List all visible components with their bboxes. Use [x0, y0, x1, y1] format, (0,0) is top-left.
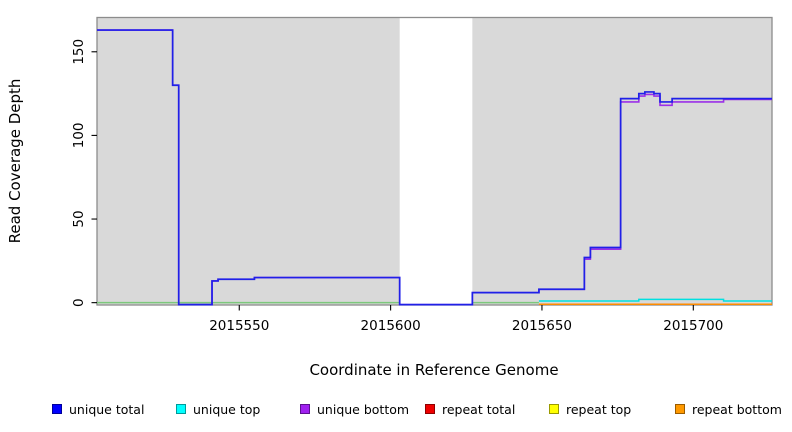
masked-region — [399, 17, 473, 305]
legend-label: unique bottom — [317, 401, 410, 417]
legend-item-unique-top: unique top — [176, 399, 260, 419]
repeat-total-swatch-icon — [425, 404, 435, 414]
x-tick-label: 2015700 — [663, 318, 723, 334]
unique-top-swatch-icon — [176, 404, 186, 414]
repeat-bottom-swatch-icon — [675, 404, 685, 414]
legend-item-unique-bottom: unique bottom — [300, 399, 409, 419]
y-axis-title: Read Coverage Depth — [6, 79, 24, 244]
x-tick-label: 2015650 — [512, 318, 572, 334]
legend-label: repeat total — [442, 401, 516, 417]
unique-total-swatch-icon — [52, 404, 62, 414]
x-tick-label: 2015550 — [209, 318, 269, 334]
y-tick-label: 50 — [71, 210, 87, 227]
legend: unique total unique top unique bottom re… — [0, 399, 792, 423]
y-tick-label: 150 — [71, 39, 87, 65]
repeat-top-swatch-icon — [549, 404, 559, 414]
legend-label: unique top — [193, 401, 261, 417]
plot-panel — [96, 16, 773, 306]
legend-item-repeat-total: repeat total — [425, 399, 515, 419]
series-unique-top — [538, 298, 772, 302]
legend-item-repeat-top: repeat top — [549, 399, 631, 419]
legend-label: repeat bottom — [692, 401, 782, 417]
legend-item-repeat-bottom: repeat bottom — [675, 399, 782, 419]
x-tick-label: 2015600 — [361, 318, 421, 334]
x-axis-title: Coordinate in Reference Genome — [309, 361, 558, 379]
series-unique-total — [97, 29, 772, 306]
y-tick-label: 100 — [71, 123, 87, 149]
data-series — [97, 29, 772, 306]
axes: 2015550 2015600 2015650 2015700 0 50 100 150 — [71, 39, 723, 334]
legend-label: repeat top — [566, 401, 632, 417]
plot-canvas: 2015550 2015600 2015650 2015700 0 50 100 150 Co… — [6, 16, 773, 379]
legend-item-unique-total: unique total — [52, 399, 144, 419]
legend-label: unique total — [69, 401, 145, 417]
unique-bottom-swatch-icon — [300, 404, 310, 414]
y-tick-label: 0 — [71, 298, 87, 307]
